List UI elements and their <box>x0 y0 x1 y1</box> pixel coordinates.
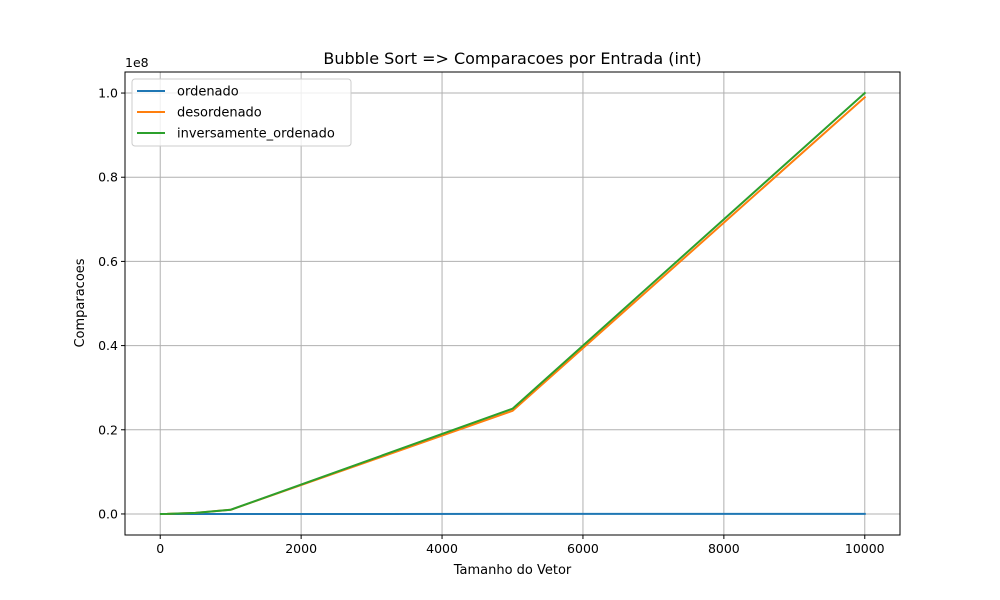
x-tick-label: 4000 <box>426 541 458 556</box>
series-line-inversamente-ordenado <box>159 91 867 515</box>
plot-frame <box>124 71 901 536</box>
tick-layer: 0 2000 4000 6000 8000 10000 0.0 0.2 0.4 0.6 0.8 1.0 <box>98 86 885 556</box>
legend-box <box>131 78 352 147</box>
y-tick-label: 1.0 <box>98 86 118 101</box>
legend: ordenado desordenado inversamente_ordenado <box>131 78 352 147</box>
series-layer <box>159 91 867 515</box>
y-tick-label: 0.8 <box>98 170 118 185</box>
y-tick-label: 0.2 <box>98 422 118 437</box>
x-tick-label: 6000 <box>567 541 599 556</box>
x-axis-label: Tamanho do Vetor <box>453 563 572 578</box>
y-tick-label: 0.6 <box>98 254 118 269</box>
legend-label-ordenado: ordenado <box>177 85 239 100</box>
x-tick-label: 10000 <box>845 541 885 556</box>
chart-title: Bubble Sort => Comparacoes por Entrada (… <box>323 49 701 68</box>
x-tick-label: 0 <box>156 541 164 556</box>
legend-label-desordenado: desordenado <box>177 106 262 121</box>
y-tick-label: 0.0 <box>98 506 118 521</box>
y-axis-label: Comparacoes <box>73 258 88 347</box>
legend-label-inversamente-ordenado: inversamente_ordenado <box>177 127 335 142</box>
x-tick-label: 2000 <box>285 541 317 556</box>
x-tick-label: 8000 <box>708 541 740 556</box>
series-line-desordenado <box>159 95 867 515</box>
y-offset-label: 1e8 <box>125 55 149 70</box>
y-tick-label: 0.4 <box>98 338 118 353</box>
